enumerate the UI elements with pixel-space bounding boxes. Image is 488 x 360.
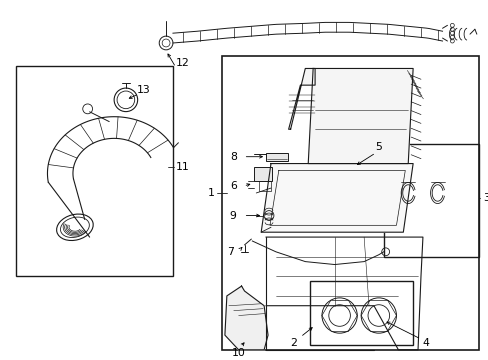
Text: 5: 5 <box>375 142 382 152</box>
Text: 3: 3 <box>482 193 488 203</box>
Polygon shape <box>224 286 267 350</box>
Polygon shape <box>288 68 314 129</box>
Text: 13: 13 <box>136 85 150 95</box>
Text: 10: 10 <box>231 348 245 358</box>
Bar <box>309 281 412 345</box>
Polygon shape <box>261 163 412 232</box>
Text: 11: 11 <box>176 162 189 171</box>
Bar <box>265 153 287 161</box>
Text: 9: 9 <box>229 211 236 221</box>
Bar <box>259 181 270 191</box>
Text: 12: 12 <box>176 58 189 68</box>
Polygon shape <box>307 68 412 163</box>
Text: 2: 2 <box>289 338 296 348</box>
Text: 6: 6 <box>229 181 236 191</box>
Text: 1: 1 <box>208 188 215 198</box>
Bar <box>383 144 478 257</box>
Bar <box>222 56 478 350</box>
Text: 4: 4 <box>422 338 429 348</box>
Bar <box>254 167 271 181</box>
Bar <box>16 66 173 276</box>
Text: 8: 8 <box>229 152 236 162</box>
Text: 7: 7 <box>226 247 233 257</box>
